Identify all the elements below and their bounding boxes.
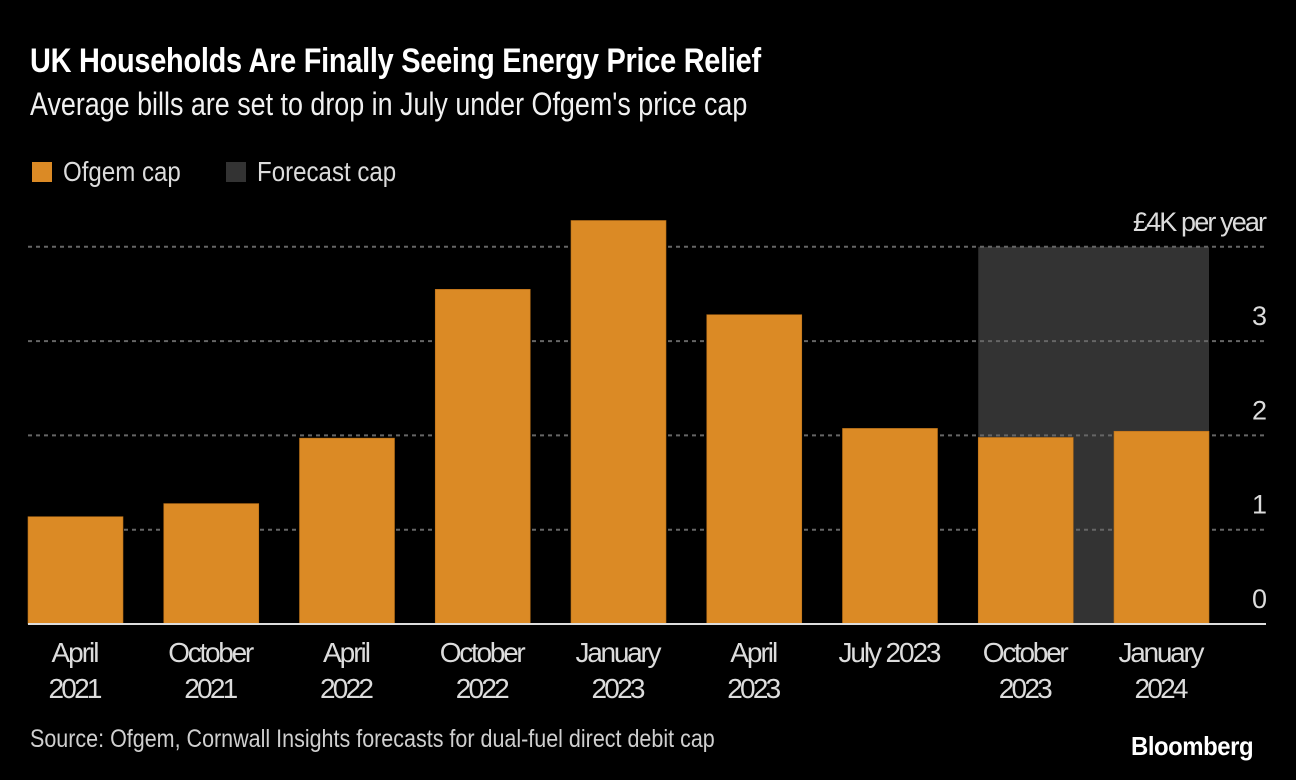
x-tick-label-line: 2023 xyxy=(592,673,646,704)
y-tick-label-0: 0 xyxy=(1252,584,1267,614)
bloomberg-logo: Bloomberg xyxy=(1131,731,1254,761)
y-axis-tick-labels: 0 1 2 3 £4K per year xyxy=(1133,207,1267,614)
y-tick-label-4: £4K per year xyxy=(1133,207,1267,237)
x-tick-label-line: 2021 xyxy=(49,673,103,704)
bars xyxy=(27,220,1210,625)
bar-october-2021 xyxy=(163,503,260,625)
x-tick-label-line: October xyxy=(440,637,526,668)
x-axis-tick-labels: April 2021 October 2021 April 2022 October 2022… xyxy=(49,637,1205,704)
x-tick-label-line: 2021 xyxy=(184,673,238,704)
legend-swatch-ofgem-cap xyxy=(32,162,52,182)
source-note: Source: Ofgem, Cornwall Insights forecas… xyxy=(30,725,715,753)
bar-april-2023 xyxy=(706,314,803,625)
x-tick-label-october-2021: October 2021 xyxy=(168,637,254,704)
bar-july-2023 xyxy=(842,428,938,625)
legend-label-forecast-cap: Forecast cap xyxy=(257,156,397,187)
bar-april-2021 xyxy=(27,516,124,625)
y-tick-label-1: 1 xyxy=(1252,490,1267,520)
y-tick-label-2: 2 xyxy=(1252,395,1267,425)
x-tick-label-line: October xyxy=(983,637,1069,668)
x-tick-label-line: 2022 xyxy=(456,673,510,704)
x-tick-label-line: January xyxy=(1119,637,1205,668)
x-tick-label-line: April xyxy=(730,637,778,668)
x-tick-label-line: 2024 xyxy=(1135,673,1189,704)
x-tick-label-july-2023: July 2023 xyxy=(839,637,942,668)
x-tick-label-october-2022: October 2022 xyxy=(440,637,526,704)
x-tick-label-october-2023: October 2023 xyxy=(983,637,1069,704)
x-tick-label-april-2021: April 2021 xyxy=(49,637,103,704)
x-tick-label-april-2022: April 2022 xyxy=(320,637,374,704)
x-tick-label-line: April xyxy=(323,637,371,668)
legend-swatch-forecast-cap xyxy=(226,162,246,182)
x-tick-label-april-2023: April 2023 xyxy=(727,637,781,704)
x-tick-label-line: April xyxy=(52,637,100,668)
bar-october-2023 xyxy=(977,437,1074,625)
x-tick-label-january-2024: January 2024 xyxy=(1119,637,1205,704)
x-tick-label-january-2023: January 2023 xyxy=(576,637,662,704)
bar-january-2023 xyxy=(570,220,667,625)
x-tick-label-line: October xyxy=(168,637,254,668)
bar-april-2022 xyxy=(299,437,395,625)
x-tick-label-line: 2022 xyxy=(320,673,374,704)
x-tick-label-line: July 2023 xyxy=(839,637,942,668)
chart-title: UK Households Are Finally Seeing Energy … xyxy=(30,42,761,80)
y-tick-label-3: 3 xyxy=(1252,301,1267,331)
x-tick-label-line: 2023 xyxy=(727,673,781,704)
bar-october-2022 xyxy=(434,289,531,625)
x-tick-label-line: 2023 xyxy=(999,673,1053,704)
legend-label-ofgem-cap: Ofgem cap xyxy=(63,156,181,187)
chart-subtitle: Average bills are set to drop in July un… xyxy=(30,86,748,122)
x-tick-label-line: January xyxy=(576,637,662,668)
bar-january-2024 xyxy=(1113,430,1210,625)
